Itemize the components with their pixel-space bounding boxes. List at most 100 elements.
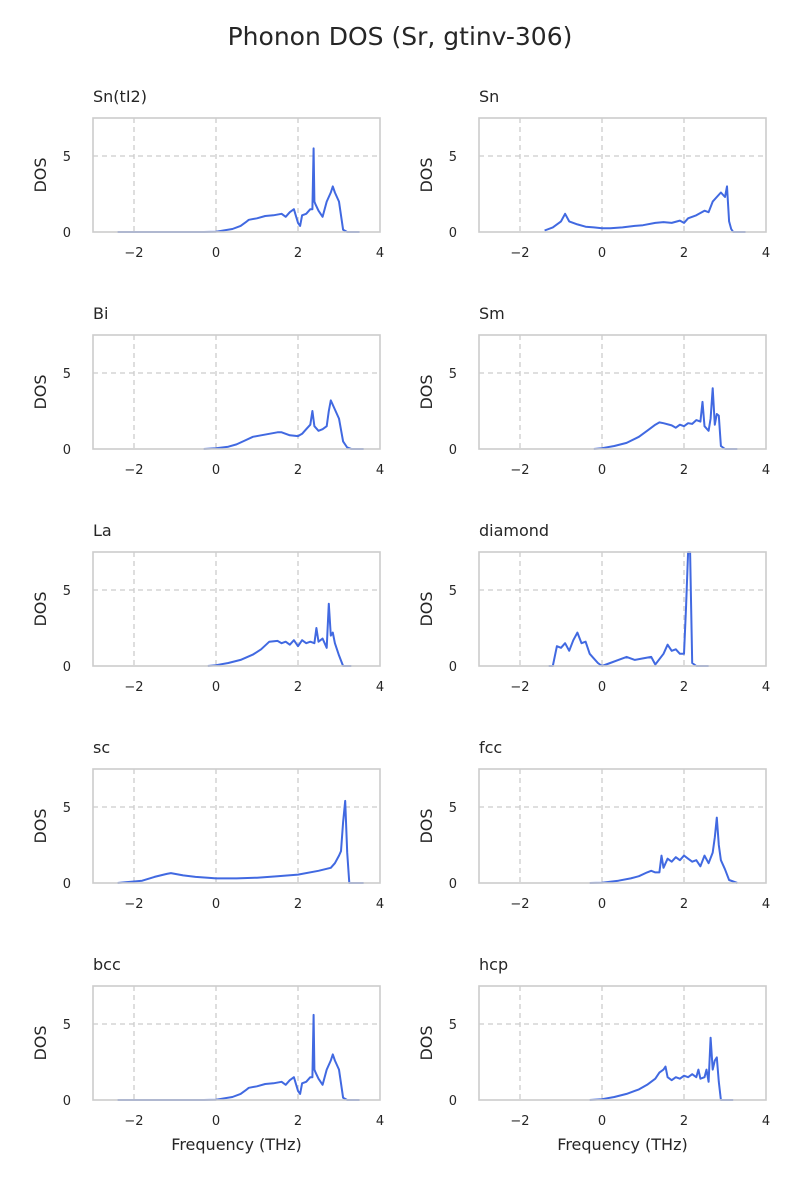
x-tick-label: 0: [212, 897, 220, 912]
plot-frame: [478, 768, 767, 884]
y-tick-label: 0: [63, 443, 71, 458]
dos-panel: Sn(tI2) −2 0 2 4 0 5 DOS: [31, 87, 384, 261]
x-tick-label: −2: [124, 246, 143, 261]
dos-panel: hcp −2 0 2 4 0 5 DOS Frequency (THz): [417, 955, 770, 1154]
panel-title: bcc: [93, 955, 121, 974]
x-tick-label: −2: [510, 463, 529, 478]
dos-panel: bcc −2 0 2 4 0 5 DOS Frequency (THz): [31, 955, 384, 1154]
y-tick-label: 0: [449, 443, 457, 458]
plot-frame: [92, 117, 381, 233]
y-tick-label: 0: [63, 1094, 71, 1109]
y-axis-label: DOS: [31, 1025, 50, 1060]
x-tick-label: 4: [376, 463, 384, 478]
y-tick-label: 0: [63, 660, 71, 675]
x-tick-label: 2: [680, 246, 688, 261]
dos-series-line: [589, 1036, 734, 1101]
y-tick-label: 0: [449, 877, 457, 892]
y-tick-label: 5: [449, 584, 457, 599]
x-tick-label: −2: [124, 1114, 143, 1129]
x-tick-label: 2: [294, 463, 302, 478]
x-tick-label: 2: [294, 897, 302, 912]
x-tick-label: 0: [212, 463, 220, 478]
y-axis-label: DOS: [31, 591, 50, 626]
y-tick-label: 5: [449, 1018, 457, 1033]
plot-frame: [478, 117, 767, 233]
y-tick-label: 5: [449, 150, 457, 165]
dos-series-line: [548, 551, 709, 667]
panels-grid: Sn(tI2) −2 0 2 4 0 5 DOS Sn −2 0 2 4 0 5 DOS Bi −2 0 2 4 0 5 DO…: [31, 87, 770, 1154]
plot-frame: [92, 985, 381, 1101]
y-axis-label: DOS: [417, 1025, 436, 1060]
panel-title: Sn(tI2): [93, 87, 147, 106]
plot-frame: [92, 768, 381, 884]
panel-title: Bi: [93, 304, 108, 323]
y-axis-label: DOS: [31, 808, 50, 843]
x-axis-label: Frequency (THz): [557, 1135, 687, 1154]
x-tick-label: 0: [598, 680, 606, 695]
panel-title: diamond: [479, 521, 549, 540]
x-tick-label: −2: [510, 246, 529, 261]
plot-frame: [478, 985, 767, 1101]
panel-title: hcp: [479, 955, 508, 974]
dos-panel: Sn −2 0 2 4 0 5 DOS: [417, 87, 770, 261]
x-tick-label: 0: [598, 246, 606, 261]
x-tick-label: 4: [762, 897, 770, 912]
x-tick-label: 2: [294, 680, 302, 695]
y-axis-label: DOS: [31, 157, 50, 192]
dos-panel: Bi −2 0 2 4 0 5 DOS: [31, 304, 384, 478]
dos-series-line: [544, 185, 746, 233]
x-tick-label: −2: [510, 1114, 529, 1129]
x-tick-label: 0: [598, 1114, 606, 1129]
dos-series-line: [117, 1013, 360, 1101]
x-tick-label: 4: [762, 680, 770, 695]
plot-frame: [92, 334, 381, 450]
dos-series-line: [593, 387, 738, 450]
x-tick-label: 2: [680, 1114, 688, 1129]
x-tick-label: −2: [510, 897, 529, 912]
x-tick-label: 4: [376, 680, 384, 695]
plot-frame: [92, 551, 381, 667]
x-tick-label: 4: [376, 246, 384, 261]
panel-title: sc: [93, 738, 110, 757]
y-tick-label: 0: [449, 226, 457, 241]
x-axis-label: Frequency (THz): [171, 1135, 301, 1154]
y-tick-label: 0: [63, 226, 71, 241]
x-tick-label: −2: [124, 897, 143, 912]
x-tick-label: 2: [294, 1114, 302, 1129]
panel-title: Sn: [479, 87, 499, 106]
y-tick-label: 0: [449, 660, 457, 675]
dos-series-line: [117, 147, 360, 233]
y-tick-label: 5: [63, 150, 71, 165]
panel-title: La: [93, 521, 112, 540]
plot-frame: [478, 551, 767, 667]
x-tick-label: 2: [680, 897, 688, 912]
dos-panel: fcc −2 0 2 4 0 5 DOS: [417, 738, 770, 912]
dos-panel: diamond −2 0 2 4 0 5 DOS: [417, 521, 770, 695]
dos-series-line: [117, 799, 364, 884]
y-tick-label: 5: [63, 801, 71, 816]
x-tick-label: −2: [124, 463, 143, 478]
x-tick-label: 0: [598, 463, 606, 478]
y-tick-label: 5: [449, 801, 457, 816]
y-axis-label: DOS: [31, 374, 50, 409]
dos-series-line: [203, 399, 364, 450]
x-tick-label: 4: [376, 1114, 384, 1129]
y-axis-label: DOS: [417, 157, 436, 192]
y-axis-label: DOS: [417, 374, 436, 409]
x-tick-label: 2: [680, 463, 688, 478]
x-tick-label: 0: [212, 1114, 220, 1129]
plot-frame: [478, 334, 767, 450]
dos-series-line: [589, 816, 738, 884]
dos-panel: Sm −2 0 2 4 0 5 DOS: [417, 304, 770, 478]
y-tick-label: 5: [449, 367, 457, 382]
y-tick-label: 5: [63, 584, 71, 599]
figure-title: Phonon DOS (Sr, gtinv-306): [228, 22, 573, 51]
y-axis-label: DOS: [417, 591, 436, 626]
x-tick-label: 4: [762, 1114, 770, 1129]
y-tick-label: 5: [63, 367, 71, 382]
y-tick-label: 5: [63, 1018, 71, 1033]
x-tick-label: 2: [294, 246, 302, 261]
dos-panel: La −2 0 2 4 0 5 DOS: [31, 521, 384, 695]
y-tick-label: 0: [63, 877, 71, 892]
